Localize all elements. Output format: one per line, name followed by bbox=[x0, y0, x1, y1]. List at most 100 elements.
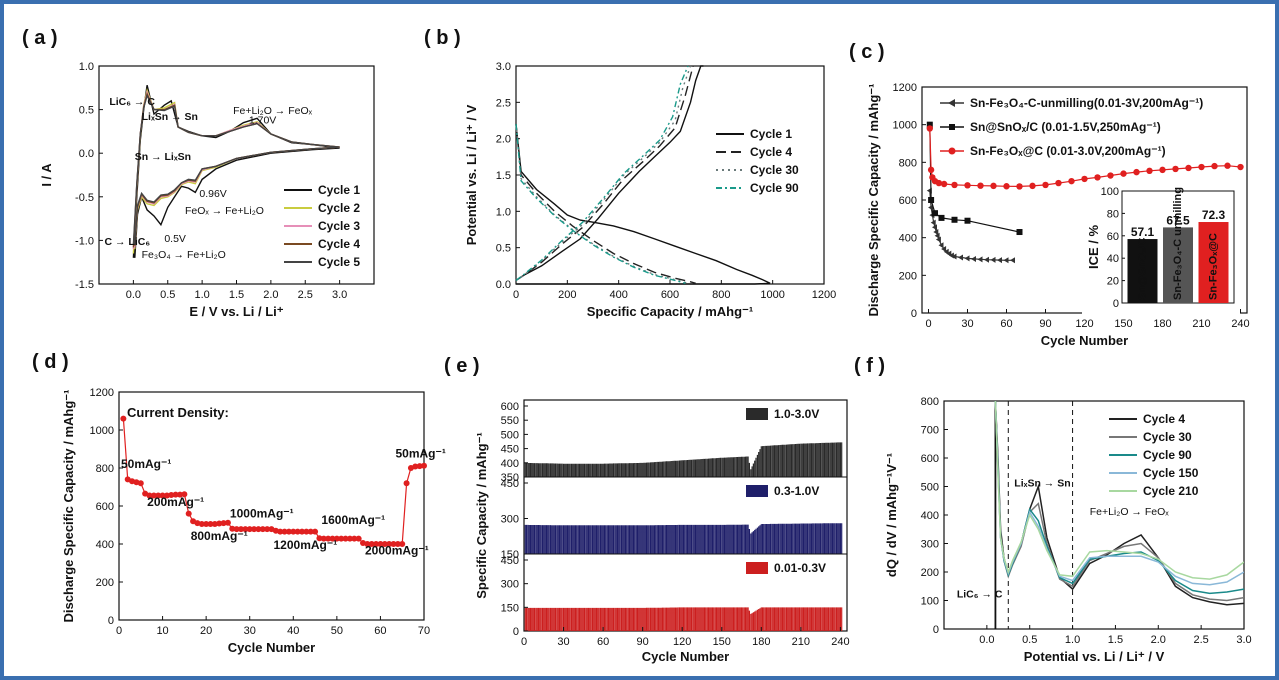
x-tick-label: 120 bbox=[1075, 318, 1093, 330]
legend-label: Sn@SnOₓ/C (0.01-1.5V,250mAg⁻¹) bbox=[970, 120, 1161, 134]
data-point bbox=[1081, 175, 1088, 183]
data-point bbox=[1029, 182, 1036, 190]
x-tick-label: 90 bbox=[1039, 318, 1051, 330]
y-tick-label: 0.0 bbox=[79, 148, 94, 160]
data-point bbox=[941, 245, 947, 252]
data-point bbox=[146, 492, 153, 499]
annotation: 1600mAg⁻¹ bbox=[321, 513, 385, 527]
panel-c: ( c )0 30 60 90 120 150 180 210 2400200400600800… bbox=[849, 41, 1250, 348]
data-point bbox=[207, 521, 214, 528]
y-tick-label: 0.5 bbox=[79, 105, 94, 117]
x-axis-label: E / V vs. Li / Li⁺ bbox=[189, 304, 283, 319]
panel-d: ( d ) 0 10 20 30 40 50 60 70 0 200 400 600 800 1000 120… bbox=[32, 351, 446, 655]
data-point bbox=[364, 541, 371, 547]
legend-marker bbox=[948, 147, 956, 155]
data-point bbox=[251, 526, 258, 533]
data-point bbox=[1185, 164, 1192, 172]
data-point bbox=[964, 255, 970, 262]
x-tick-label: 1.0 bbox=[194, 289, 209, 301]
inset-bar bbox=[1127, 239, 1158, 303]
y-tick-label: 1200 bbox=[893, 82, 917, 94]
subpanel: 600 550 500 450 400 350 1.0-3.0V bbox=[501, 401, 843, 484]
data-point bbox=[1198, 163, 1205, 171]
x-tick-label: 0 bbox=[513, 289, 519, 301]
charge-curve bbox=[515, 65, 692, 281]
data-point bbox=[159, 492, 166, 499]
data-point bbox=[177, 491, 183, 498]
discharge-curve bbox=[515, 124, 696, 284]
panel-letter: ( a ) bbox=[22, 27, 58, 49]
data-point bbox=[928, 204, 934, 211]
x-tick-label: 20 bbox=[200, 625, 212, 637]
legend-label: Cycle 30 bbox=[750, 163, 799, 177]
y-tick-label: 400 bbox=[921, 510, 939, 522]
panel-letter: ( f ) bbox=[854, 355, 885, 377]
x-tick-label: 0 bbox=[521, 636, 527, 648]
panel-letter: ( e ) bbox=[444, 355, 480, 377]
y-tick-label: 400 bbox=[501, 458, 519, 470]
data-point bbox=[325, 535, 332, 542]
data-point bbox=[1211, 162, 1218, 170]
x-tick-label: 40 bbox=[287, 625, 299, 637]
annotation: LiC₆ → C bbox=[957, 589, 1003, 601]
legend-label: 0.01-0.3V bbox=[774, 561, 826, 575]
legend-swatch bbox=[746, 485, 768, 497]
data-point bbox=[990, 182, 997, 190]
x-tick-label: 210 bbox=[792, 636, 810, 648]
x-tick-label: 1.5 bbox=[1108, 634, 1123, 646]
data-point bbox=[1237, 163, 1244, 171]
data-point bbox=[935, 179, 943, 187]
x-tick-label: 0.5 bbox=[160, 289, 175, 301]
y-tick-label: 1000 bbox=[90, 425, 114, 437]
data-point bbox=[224, 519, 231, 526]
data-point bbox=[203, 521, 210, 528]
x-tick-label: 1000 bbox=[760, 289, 784, 301]
x-tick-label: 10 bbox=[156, 625, 168, 637]
annotation: Fe+Li₂O → FeOₓ bbox=[233, 105, 313, 117]
annotation: 0.5V bbox=[164, 233, 186, 245]
y-axis-label: dQ / dV / mAhg⁻¹V⁻¹ bbox=[884, 453, 899, 577]
data-point bbox=[1068, 177, 1075, 185]
x-tick-label: 120 bbox=[673, 636, 691, 648]
data-point bbox=[394, 541, 401, 547]
annotation: Fe+Li₂O → FeOₓ bbox=[1090, 506, 1170, 518]
data-point bbox=[1224, 162, 1231, 169]
series-group bbox=[994, 401, 1244, 606]
y-tick-label: 450 bbox=[501, 444, 519, 456]
data-point bbox=[281, 528, 288, 535]
y-tick-label: 2.5 bbox=[496, 97, 511, 109]
x-tick-label: 600 bbox=[661, 289, 679, 301]
x-tick-label: 0 bbox=[116, 625, 122, 637]
data-point bbox=[927, 166, 935, 174]
data-point bbox=[390, 541, 397, 547]
annotation: 1.70V bbox=[249, 115, 276, 127]
x-tick-label: 1200 bbox=[812, 289, 836, 301]
y-tick-label: 300 bbox=[921, 539, 939, 551]
x-tick-label: 180 bbox=[752, 636, 770, 648]
x-tick-label: 0.0 bbox=[126, 289, 141, 301]
y-tick-label: 600 bbox=[921, 453, 939, 465]
x-tick-label: 30 bbox=[244, 625, 256, 637]
annotation: LiC₆ → C bbox=[109, 96, 155, 108]
discharge-curve bbox=[515, 124, 686, 284]
y-tick-label: 600 bbox=[96, 501, 114, 513]
series-line bbox=[929, 190, 1013, 261]
panel-a: ( a ) 0.0 0.5 1.0 1.5 2.0 2.5 3.0 -1.5 -1.0 -0.5 0.… bbox=[22, 27, 375, 319]
y-tick-label: 0 bbox=[933, 624, 939, 636]
x-tick-label: 240 bbox=[1231, 318, 1249, 330]
y-tick-label: 150 bbox=[501, 602, 519, 614]
y-axis-label: Potential vs. Li / Li⁺ / V bbox=[464, 104, 479, 245]
y-tick-label: 450 bbox=[501, 478, 519, 490]
x-tick-label: 60 bbox=[374, 625, 386, 637]
legend-swatch bbox=[746, 408, 768, 420]
data-point bbox=[926, 121, 933, 128]
data-point bbox=[935, 236, 941, 243]
inset-bar bbox=[1163, 227, 1193, 303]
data-point bbox=[338, 535, 345, 542]
data-point bbox=[932, 210, 938, 217]
data-point bbox=[984, 256, 989, 263]
panel-f: ( f ) 0.0 0.5 1.0 1.5 2.0 2.5 3.0 0 100 200 300 400 5… bbox=[854, 355, 1252, 664]
inset-tick-label: 0 bbox=[1113, 298, 1119, 310]
x-tick-label: 150 bbox=[713, 636, 731, 648]
